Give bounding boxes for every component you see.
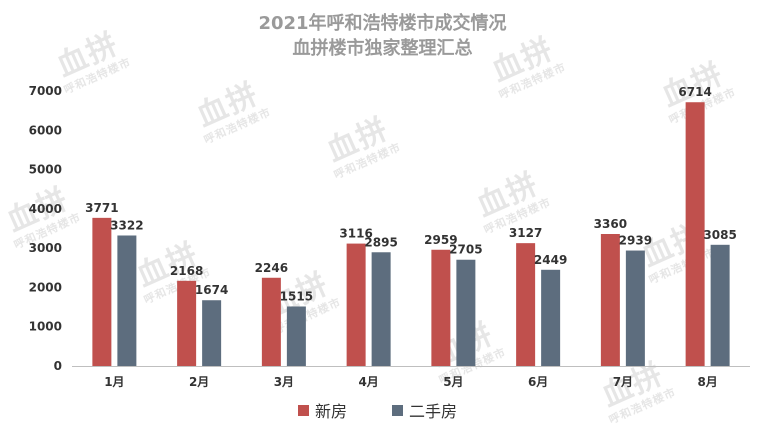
data-label: 3771 (85, 201, 118, 215)
y-tick-label: 4000 (29, 202, 62, 216)
chart-subtitle: 血拼楼市独家整理汇总 (292, 38, 473, 59)
legend-item-new-home: 新房 (298, 398, 347, 422)
x-tick-label: 5月 (443, 375, 463, 389)
chart-title: 2021年呼和浩特楼市成交情况 (258, 13, 507, 34)
y-tick-label: 2000 (29, 280, 62, 294)
data-label: 2705 (449, 243, 482, 257)
data-label: 3127 (509, 226, 542, 240)
legend-label-new-home: 新房 (315, 402, 348, 421)
data-label: 3322 (110, 218, 143, 232)
bar-new-home (261, 277, 281, 366)
data-label: 1674 (195, 283, 228, 297)
y-tick-label: 6000 (29, 123, 62, 137)
y-tick-label: 7000 (29, 84, 62, 98)
x-tick-label: 6月 (528, 375, 548, 389)
y-tick-label: 1000 (29, 320, 62, 334)
x-tick-label: 1月 (104, 375, 124, 389)
data-label: 3085 (703, 228, 736, 242)
bar-second-hand (202, 300, 222, 366)
data-label: 2895 (364, 235, 397, 249)
bar-second-hand (286, 306, 306, 366)
x-tick-label: 3月 (274, 375, 294, 389)
data-label: 6714 (678, 85, 711, 99)
data-label: 3116 (339, 227, 372, 241)
legend-label-second-hand: 二手房 (409, 402, 458, 421)
bar-new-home (92, 217, 112, 366)
y-tick-label: 3000 (29, 241, 62, 255)
bar-new-home (685, 102, 705, 366)
x-tick-label: 8月 (697, 375, 717, 389)
x-tick-label: 7月 (613, 375, 633, 389)
bar-new-home (431, 249, 451, 366)
y-tick-label: 0 (54, 359, 62, 373)
y-tick-label: 5000 (29, 163, 62, 177)
bar-new-home (346, 243, 366, 366)
bar-second-hand (710, 244, 730, 366)
data-label: 2959 (424, 233, 457, 247)
bar-new-home (177, 280, 197, 366)
x-tick-label: 2月 (189, 375, 209, 389)
data-label: 2168 (170, 264, 203, 278)
data-label: 1515 (280, 289, 313, 303)
bar-new-home (516, 243, 536, 366)
bar-second-hand (456, 259, 476, 366)
x-tick-label: 4月 (358, 375, 378, 389)
data-label: 2246 (255, 261, 288, 275)
bar-second-hand (625, 250, 645, 366)
bar-second-hand (117, 235, 137, 366)
legend-item-second-hand: 二手房 (392, 398, 457, 422)
legend-swatch-second-hand (392, 404, 403, 416)
data-label: 2449 (534, 253, 567, 267)
data-label: 2939 (619, 234, 652, 248)
data-label: 3360 (594, 217, 627, 231)
bar-new-home (600, 234, 620, 366)
bar-second-hand (541, 269, 561, 366)
legend-swatch-new-home (298, 404, 309, 416)
bar-second-hand (371, 252, 391, 366)
